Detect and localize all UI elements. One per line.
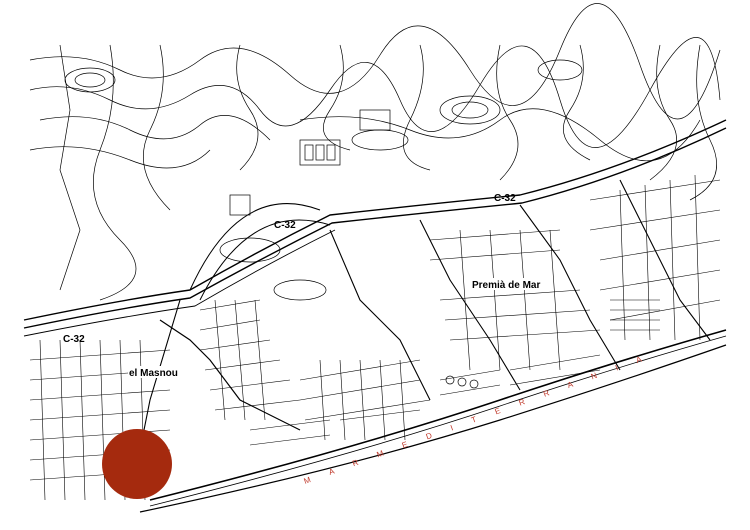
location-marker[interactable] <box>102 429 172 499</box>
map-area: C-32 C-32 C-32 el Masnou Premià de Mar M… <box>23 3 727 513</box>
road-label-c32-center: C-32 <box>274 220 296 231</box>
street-network <box>23 3 727 513</box>
road-label-c32-east: C-32 <box>494 193 516 204</box>
town-label-premia-de-mar: Premià de Mar <box>472 280 540 291</box>
road-label-c32-west: C-32 <box>63 334 85 345</box>
town-label-el-masnou: el Masnou <box>129 368 178 379</box>
